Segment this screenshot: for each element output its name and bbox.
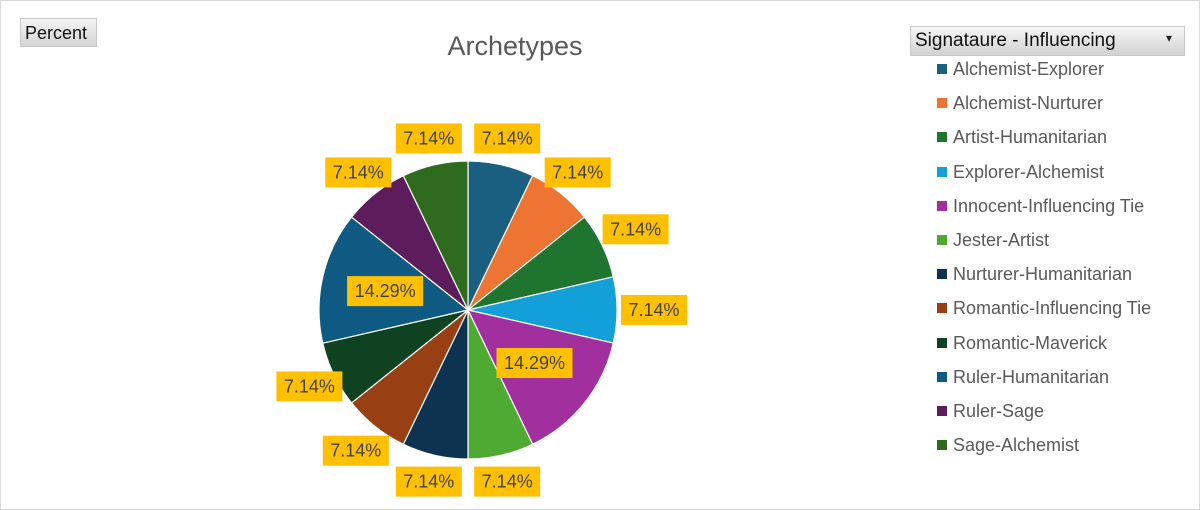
- data-label-box: [621, 294, 687, 325]
- data-label: 7.14%: [544, 157, 611, 188]
- data-label: 7.14%: [395, 466, 462, 497]
- data-label: 7.14%: [322, 435, 389, 466]
- percent-field-button[interactable]: Percent: [20, 18, 97, 47]
- legend-swatch: [937, 406, 947, 416]
- dropdown-arrow-icon: ▾: [1165, 31, 1172, 45]
- legend-swatch: [937, 269, 947, 280]
- data-label: 7.14%: [395, 123, 462, 154]
- data-label-box: [322, 435, 389, 466]
- data-label-box: [395, 123, 462, 154]
- legend-item[interactable]: Innocent-Influencing Tie: [937, 196, 1144, 224]
- legend-item[interactable]: Sage-Alchemist: [937, 435, 1079, 463]
- data-label-text: 7.14%: [333, 162, 384, 182]
- data-label-text: 7.14%: [552, 162, 603, 182]
- data-label-box: [602, 214, 669, 245]
- data-label: 7.14%: [325, 157, 392, 188]
- data-label-box: [276, 371, 343, 402]
- legend-swatch: [937, 200, 947, 211]
- data-label-box: [474, 123, 541, 154]
- data-label: 14.29%: [347, 276, 424, 307]
- data-label-text: 7.14%: [610, 219, 661, 239]
- signature-filter-dropdown[interactable]: Signataure - Influencing ▾: [910, 26, 1185, 56]
- data-label-box: [395, 466, 462, 497]
- data-label: 14.29%: [496, 348, 573, 378]
- legend-label: Ruler-Humanitarian: [953, 366, 1110, 387]
- legend-item[interactable]: Explorer-Alchemist: [937, 162, 1104, 190]
- legend-item[interactable]: Ruler-Humanitarian: [937, 367, 1109, 395]
- data-label-box: [347, 276, 424, 307]
- data-label-box: [325, 157, 392, 188]
- legend-label: Ruler-Sage: [953, 401, 1045, 421]
- legend-item[interactable]: Artist-Humanitarian: [937, 127, 1107, 155]
- legend-label: Nurturer-Humanitarian: [953, 264, 1133, 285]
- data-label-text: 14.29%: [355, 281, 416, 301]
- legend-item[interactable]: Nurturer-Humanitarian: [937, 264, 1132, 292]
- legend-label: Alchemist-Explorer: [953, 59, 1105, 79]
- legend-item[interactable]: Romantic-Influencing Tie: [937, 298, 1151, 326]
- legend-swatch: [937, 303, 947, 314]
- legend-swatch: [937, 440, 947, 451]
- chart-title: Archetypes: [447, 31, 583, 61]
- legend-label: Innocent-Influencing Tie: [953, 195, 1145, 216]
- legend-swatch: [937, 166, 947, 177]
- data-label: 7.14%: [602, 214, 669, 245]
- filter-label: Signataure - Influencing: [915, 30, 1116, 51]
- data-label-text: 7.14%: [403, 128, 454, 148]
- legend-swatch: [937, 371, 947, 382]
- legend-swatch: [937, 64, 947, 74]
- data-label: 7.14%: [474, 123, 541, 154]
- legend-swatch: [937, 337, 947, 348]
- data-label: 7.14%: [474, 466, 541, 497]
- legend-item[interactable]: Alchemist-Explorer: [937, 59, 1104, 87]
- data-label: 7.14%: [621, 294, 687, 325]
- data-label-text: 7.14%: [330, 441, 381, 461]
- legend-item[interactable]: Alchemist-Nurturer: [937, 93, 1103, 121]
- data-label-box: [496, 348, 573, 378]
- legend-swatch: [937, 132, 947, 143]
- legend-item[interactable]: Ruler-Sage: [937, 401, 1044, 429]
- data-label-text: 7.14%: [284, 376, 335, 396]
- legend-label: Artist-Humanitarian: [953, 127, 1108, 148]
- legend-label: Explorer-Alchemist: [953, 161, 1105, 182]
- data-label-text: 7.14%: [482, 472, 533, 492]
- data-label: 7.14%: [276, 371, 343, 402]
- data-label-box: [544, 157, 611, 188]
- legend-label: Alchemist-Nurturer: [953, 93, 1104, 114]
- data-label-text: 14.29%: [504, 353, 565, 373]
- legend-label: Romantic-Maverick: [953, 332, 1108, 353]
- data-label-text: 7.14%: [403, 472, 454, 492]
- legend-label: Jester-Artist: [953, 230, 1050, 250]
- data-label-box: [474, 466, 541, 497]
- pie-slice-sage-alchemist[interactable]: [402, 160, 469, 311]
- legend-item[interactable]: Romantic-Maverick: [937, 333, 1107, 361]
- legend-swatch: [937, 98, 947, 109]
- legend-swatch: [937, 235, 947, 245]
- legend-item[interactable]: Jester-Artist: [937, 230, 1049, 258]
- legend-label: Romantic-Influencing Tie: [953, 298, 1152, 319]
- data-label-text: 7.14%: [628, 300, 679, 320]
- legend-label: Sage-Alchemist: [953, 435, 1080, 456]
- data-label-text: 7.14%: [482, 128, 533, 148]
